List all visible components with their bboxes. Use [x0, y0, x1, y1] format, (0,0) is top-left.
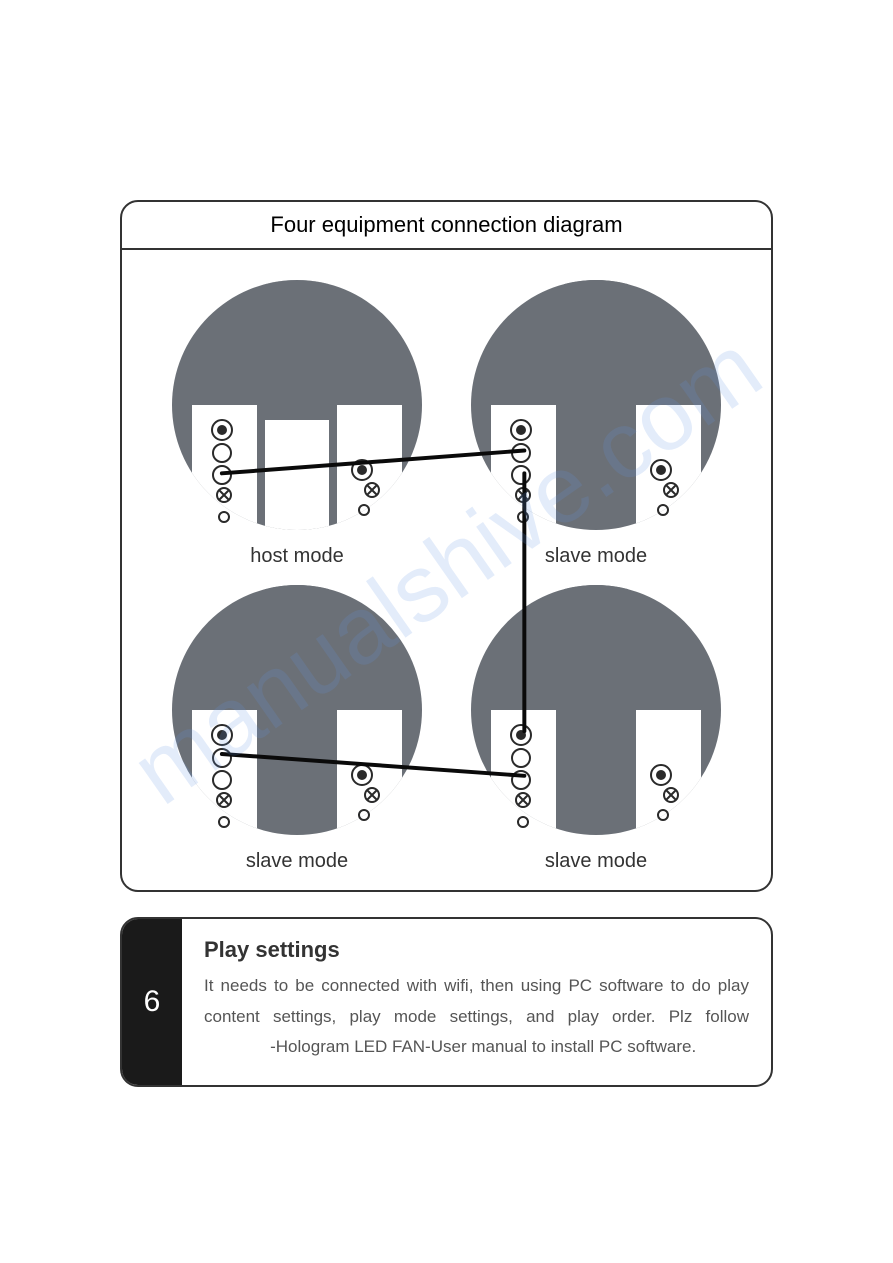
section-heading: Play settings — [204, 937, 749, 963]
page-container: Four equipment connection diagram manual… — [120, 200, 773, 1087]
device-label: slave mode — [167, 850, 427, 873]
device-slave-1: slave mode — [466, 275, 726, 568]
section-body-text: It needs to be connected with wifi, then… — [204, 971, 749, 1063]
device-label: slave mode — [466, 545, 726, 568]
diagram-content: manualshive.com — [122, 250, 771, 890]
device-slave-2: slave mode — [167, 580, 427, 873]
section-number-badge: 6 — [122, 919, 182, 1085]
device-label: slave mode — [466, 850, 726, 873]
device-host: host mode — [167, 275, 427, 568]
device-label: host mode — [167, 545, 427, 568]
device-icon — [466, 580, 726, 840]
device-icon — [466, 275, 726, 535]
device-icon — [167, 580, 427, 840]
device-slave-3: slave mode — [466, 580, 726, 873]
play-settings-section: 6 Play settings It needs to be connected… — [120, 917, 773, 1087]
connection-diagram-box: Four equipment connection diagram manual… — [120, 200, 773, 892]
section-content: Play settings It needs to be connected w… — [182, 919, 771, 1085]
device-icon — [167, 275, 427, 535]
diagram-title: Four equipment connection diagram — [122, 202, 771, 250]
device-grid: host mode — [152, 275, 741, 870]
